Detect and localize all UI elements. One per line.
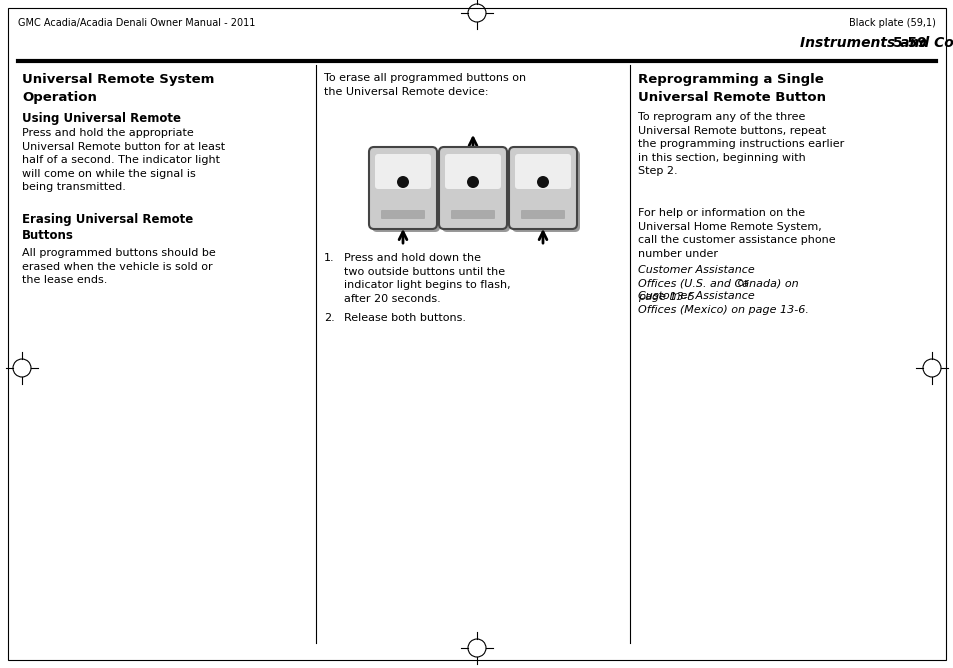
Text: Universal Remote System: Universal Remote System <box>22 73 214 86</box>
FancyBboxPatch shape <box>380 210 424 219</box>
FancyBboxPatch shape <box>441 150 510 232</box>
Text: Press and hold the appropriate
Universal Remote button for at least
half of a se: Press and hold the appropriate Universal… <box>22 128 225 192</box>
Text: 2.: 2. <box>324 313 335 323</box>
Text: GMC Acadia/Acadia Denali Owner Manual - 2011: GMC Acadia/Acadia Denali Owner Manual - … <box>18 18 255 28</box>
FancyBboxPatch shape <box>444 154 500 189</box>
FancyBboxPatch shape <box>512 150 579 232</box>
Text: To reprogram any of the three
Universal Remote buttons, repeat
the programming i: To reprogram any of the three Universal … <box>638 112 843 176</box>
FancyBboxPatch shape <box>438 147 506 229</box>
Text: Instruments and Controls: Instruments and Controls <box>800 36 953 50</box>
FancyBboxPatch shape <box>520 210 564 219</box>
Text: Customer Assistance
Offices (U.S. and Canada) on
page 13-5: Customer Assistance Offices (U.S. and Ca… <box>638 265 798 302</box>
Circle shape <box>537 176 548 188</box>
Text: Buttons: Buttons <box>22 229 73 242</box>
Text: Using Universal Remote: Using Universal Remote <box>22 112 181 125</box>
Text: To erase all programmed buttons on
the Universal Remote device:: To erase all programmed buttons on the U… <box>324 73 525 97</box>
Text: Universal Remote Button: Universal Remote Button <box>638 91 825 104</box>
Text: Customer Assistance
Offices (Mexico) on page 13-6.: Customer Assistance Offices (Mexico) on … <box>638 291 808 315</box>
FancyBboxPatch shape <box>375 154 431 189</box>
FancyBboxPatch shape <box>451 210 495 219</box>
FancyBboxPatch shape <box>515 154 571 189</box>
Text: 5-59: 5-59 <box>892 36 927 50</box>
Text: All programmed buttons should be
erased when the vehicle is sold or
the lease en: All programmed buttons should be erased … <box>22 248 215 285</box>
Circle shape <box>467 176 478 188</box>
Text: 1.: 1. <box>324 253 335 263</box>
Text: Black plate (59,1): Black plate (59,1) <box>848 18 935 28</box>
FancyBboxPatch shape <box>509 147 577 229</box>
Circle shape <box>396 176 409 188</box>
Text: or: or <box>733 278 752 288</box>
FancyBboxPatch shape <box>369 147 436 229</box>
Text: Erasing Universal Remote: Erasing Universal Remote <box>22 213 193 226</box>
Text: Reprogramming a Single: Reprogramming a Single <box>638 73 822 86</box>
Text: Operation: Operation <box>22 91 97 104</box>
Text: For help or information on the
Universal Home Remote System,
call the customer a: For help or information on the Universal… <box>638 208 835 259</box>
FancyBboxPatch shape <box>372 150 439 232</box>
Text: Release both buttons.: Release both buttons. <box>344 313 465 323</box>
Text: Press and hold down the
two outside buttons until the
indicator light begins to : Press and hold down the two outside butt… <box>344 253 510 304</box>
